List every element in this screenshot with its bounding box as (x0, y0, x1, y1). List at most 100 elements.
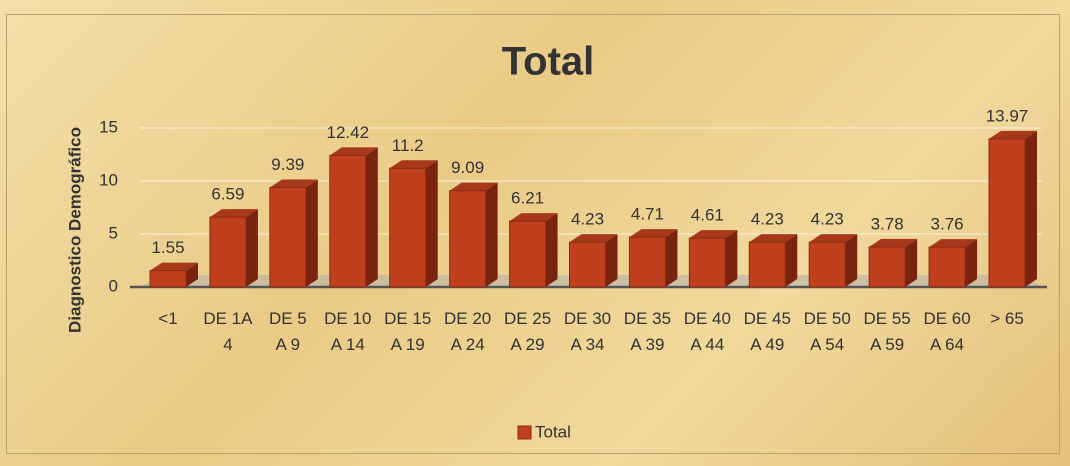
bar-front (868, 246, 906, 288)
bar-top (689, 230, 738, 239)
bar-front (269, 186, 307, 288)
bar-top (569, 234, 618, 243)
bar-front (209, 216, 247, 288)
bar (928, 239, 978, 288)
data-label: 6.59 (211, 185, 244, 204)
bar-front (569, 241, 606, 288)
x-tick-label: DE 35 A 39 (623, 309, 672, 354)
x-tick-label: DE 25 A 29 (503, 309, 552, 354)
bar (269, 179, 318, 288)
data-label: 1.55 (151, 238, 184, 257)
bar-side (305, 179, 318, 287)
x-tick-label: DE 30 A 34 (563, 309, 612, 354)
x-tick-label: DE 15 A 19 (384, 309, 432, 354)
chart-frame (6, 14, 1060, 454)
bar-top (389, 160, 438, 169)
bar-top (329, 147, 378, 156)
bar-side (245, 209, 258, 287)
bar-side (665, 229, 678, 287)
bar-front (748, 241, 786, 288)
bar-front (149, 270, 187, 288)
data-label: 12.42 (327, 123, 370, 142)
x-tick-label: DE 40 A 44 (683, 309, 731, 354)
bar-front (688, 237, 726, 288)
data-label: 6.21 (511, 189, 544, 208)
bar-top (869, 238, 918, 247)
bar-top (989, 130, 1037, 139)
bar (628, 229, 678, 288)
data-label: 9.09 (451, 158, 484, 177)
bar (988, 130, 1037, 288)
bar-front (628, 236, 666, 288)
bar-front (449, 190, 487, 288)
x-tick-label: DE 60 A 64 (923, 309, 971, 354)
y-tick-label: 5 (109, 223, 118, 242)
bar (569, 234, 618, 288)
bar-side (186, 262, 198, 287)
data-label: 9.39 (271, 155, 304, 174)
data-label: 13.97 (986, 106, 1029, 125)
data-label: 4.23 (571, 210, 604, 229)
bar-side (605, 234, 618, 287)
bar (149, 262, 198, 288)
data-label: 4.71 (631, 205, 664, 224)
bar-front (329, 154, 367, 288)
x-tick-label: DE 50 A 54 (803, 309, 851, 354)
bar (329, 147, 378, 288)
bar-top (749, 234, 798, 243)
bar-side (785, 234, 798, 287)
bar (209, 209, 258, 288)
bar-top (509, 213, 558, 222)
data-label: 4.23 (751, 210, 784, 229)
data-label: 4.61 (691, 206, 724, 225)
bar-side (965, 239, 978, 287)
bar (748, 234, 798, 288)
x-tick-label: <1 (158, 309, 178, 328)
bar-side (845, 234, 858, 287)
bar-front (928, 246, 966, 288)
x-tick-label: DE 5 A 9 (268, 309, 307, 354)
bar (688, 230, 738, 288)
x-tick-label: DE 10 A 14 (324, 309, 372, 354)
chart-title: Total (502, 40, 595, 84)
y-tick-label: 10 (99, 170, 118, 189)
bar (389, 160, 438, 288)
bar-top (449, 182, 498, 191)
y-tick-label: 0 (109, 276, 118, 295)
bar-side (485, 182, 498, 287)
bar-top (629, 229, 678, 238)
bar-top (809, 234, 858, 243)
bar-side (365, 147, 378, 287)
x-tick-label: > 65 (990, 309, 1024, 328)
x-tick-label: DE 45 A 49 (743, 309, 791, 354)
bar-side (545, 213, 558, 287)
bar-front (389, 167, 427, 288)
y-tick-label: 15 (99, 117, 118, 136)
bar-top (209, 209, 258, 218)
bar-front (808, 241, 846, 288)
bar-top (150, 262, 198, 271)
x-tick-label: DE 20 A 24 (444, 309, 492, 354)
legend-swatch (517, 425, 532, 440)
bar-side (425, 160, 438, 287)
data-label: 4.23 (811, 210, 844, 229)
bar-front (988, 138, 1026, 288)
data-label: 11.2 (392, 136, 424, 155)
bar-top (929, 239, 978, 248)
bar (808, 234, 858, 288)
bar (509, 213, 558, 288)
legend-label: Total (535, 422, 571, 441)
bar (449, 182, 498, 288)
bar-front (509, 220, 547, 288)
data-label: 3.78 (871, 214, 904, 233)
data-label: 3.76 (931, 215, 964, 234)
bar-side (725, 230, 738, 287)
x-tick-label: DE 1A 4 (203, 309, 253, 354)
bar-side (905, 238, 918, 287)
x-tick-label: DE 55 A 59 (863, 309, 911, 354)
bar (868, 238, 918, 288)
bar-top (269, 179, 318, 188)
y-axis-label: Diagnostico Demográfico (65, 127, 84, 333)
